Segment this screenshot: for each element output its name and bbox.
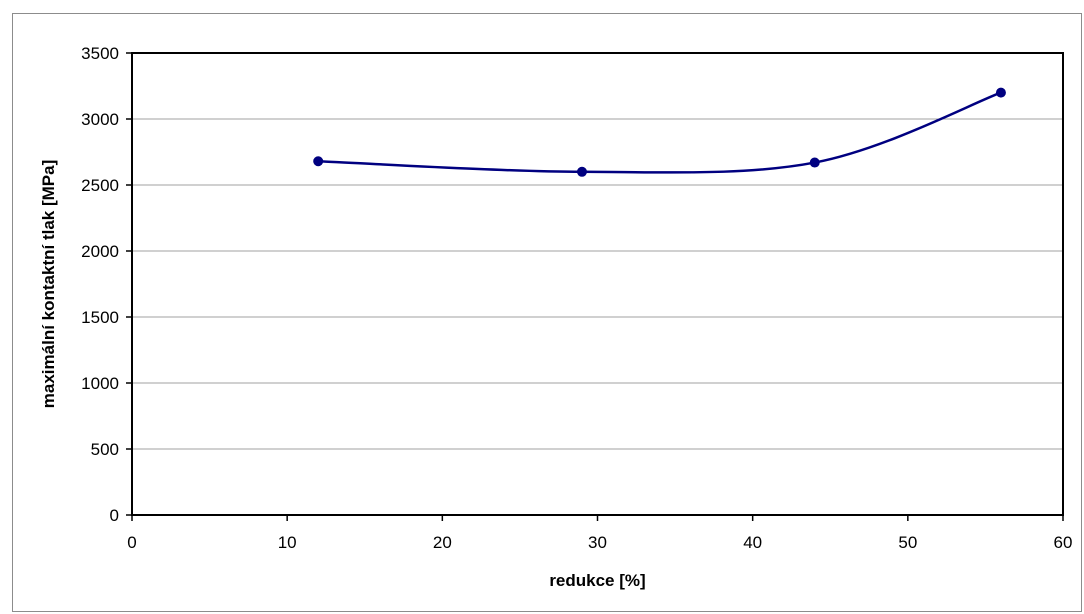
y-axis-title: maximální kontaktní tlak [MPa] [39, 160, 58, 408]
plot-area [131, 52, 1064, 516]
x-tick-label: 50 [898, 533, 917, 552]
x-tick-label: 60 [1054, 533, 1073, 552]
data-point [576, 166, 587, 177]
x-tick-label: 20 [433, 533, 452, 552]
data-point [313, 156, 324, 167]
x-tick-label: 0 [127, 533, 136, 552]
y-tick-label: 3000 [81, 110, 119, 129]
x-tick-label: 40 [743, 533, 762, 552]
y-tick-label: 1500 [81, 308, 119, 327]
y-tick-label: 1000 [81, 374, 119, 393]
y-tick-label: 3500 [81, 44, 119, 63]
y-tick-label: 2000 [81, 242, 119, 261]
data-point [809, 157, 820, 168]
x-tick-label: 10 [278, 533, 297, 552]
y-tick-label: 2500 [81, 176, 119, 195]
y-axis-ticks: 0 500 1000 1500 2000 2500 3000 3500 [81, 44, 132, 525]
y-tick-label: 500 [91, 440, 119, 459]
x-axis-title: redukce [%] [549, 571, 645, 590]
x-axis-ticks: 0 10 20 30 40 50 60 [127, 515, 1072, 552]
gridlines [132, 118, 1063, 450]
series-layer [313, 87, 1006, 177]
chart-frame [12, 13, 1082, 612]
data-point [995, 87, 1006, 98]
series-line [318, 91, 1002, 174]
x-tick-label: 30 [588, 533, 607, 552]
y-tick-label: 0 [110, 506, 119, 525]
